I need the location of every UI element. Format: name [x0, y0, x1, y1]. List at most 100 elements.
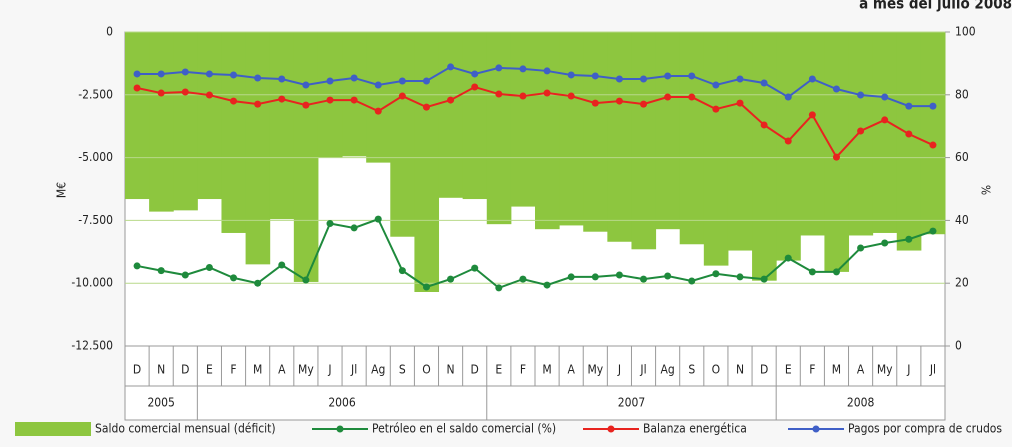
point [591, 273, 599, 281]
bar [679, 32, 705, 245]
x-tick-label: M [832, 363, 841, 377]
year-label: 2005 [147, 396, 174, 410]
point [495, 284, 503, 292]
legend-marker [607, 425, 615, 433]
point [422, 103, 430, 111]
point [784, 254, 792, 262]
point [278, 75, 286, 83]
point [736, 75, 744, 83]
x-tick-label: A [567, 363, 575, 377]
point [374, 107, 382, 115]
point [760, 79, 768, 87]
x-tick-label: F [520, 363, 526, 377]
bar [197, 32, 222, 200]
x-tick-label: M [542, 363, 551, 377]
y2-tick-label: 20 [955, 276, 969, 290]
x-tick-label: S [399, 363, 406, 377]
y2-axis-label: % [979, 185, 993, 195]
x-tick-label: N [736, 363, 744, 377]
x-tick-label: D [133, 363, 141, 377]
point [832, 85, 840, 93]
point [784, 93, 792, 101]
point [495, 64, 503, 72]
legend-label: Pagos por compra de crudos [848, 422, 1002, 436]
point [591, 99, 599, 107]
x-tick-label: My [877, 363, 893, 377]
point [929, 141, 937, 149]
point [543, 89, 551, 97]
bar [583, 32, 608, 232]
point [302, 81, 310, 89]
x-tick-label: N [447, 363, 455, 377]
x-tick-label: Jl [639, 363, 646, 377]
x-tick-label: Ag [661, 363, 675, 377]
bar [366, 32, 391, 163]
point [808, 75, 816, 83]
y-tick-label: -12.500 [71, 339, 113, 353]
bar [559, 32, 584, 226]
bar [631, 32, 657, 250]
x-tick-label: A [278, 363, 286, 377]
y2-tick-label: 40 [955, 213, 969, 227]
point [205, 91, 213, 99]
legend-label: Petróleo en el saldo comercial (%) [372, 422, 556, 436]
point [784, 137, 792, 145]
point [254, 74, 262, 82]
point [471, 264, 479, 272]
year-label: 2006 [328, 396, 356, 410]
point [326, 77, 334, 85]
point [278, 261, 286, 269]
bar [776, 32, 801, 261]
x-tick-label: E [495, 363, 502, 377]
legend-label: Balanza energética [643, 422, 747, 436]
y-tick-label: -2.500 [78, 87, 113, 101]
y-tick-label: 0 [106, 25, 113, 39]
point [712, 105, 720, 113]
bar [462, 32, 488, 200]
point [712, 81, 720, 89]
legend-marker [336, 425, 344, 433]
point [543, 67, 551, 75]
point [447, 63, 455, 71]
point [881, 93, 889, 101]
x-tick-label: Jl [350, 363, 357, 377]
line [136, 217, 934, 290]
bar [752, 32, 777, 281]
point [447, 96, 455, 104]
y-tick-label: -7.500 [78, 213, 113, 227]
bar [535, 32, 560, 230]
bar [245, 32, 271, 265]
point [567, 92, 575, 100]
point [615, 97, 623, 105]
x-tick-label: A [857, 363, 865, 377]
point [519, 65, 527, 73]
legend-label: Saldo comercial mensual (déficit) [95, 422, 276, 436]
point [302, 101, 310, 109]
point [350, 74, 358, 82]
bar [293, 32, 319, 282]
bar [824, 32, 850, 272]
point [157, 89, 165, 97]
point [230, 97, 238, 105]
point [519, 92, 527, 100]
point [181, 271, 189, 279]
point [374, 81, 382, 89]
point [398, 77, 406, 85]
x-tick-label: E [785, 363, 792, 377]
point [398, 92, 406, 100]
year-label: 2007 [618, 396, 645, 410]
point [326, 96, 334, 104]
point [857, 127, 865, 135]
x-tick-label: D [760, 363, 768, 377]
bar [125, 32, 150, 200]
line [137, 65, 933, 108]
x-tick-label: D [471, 363, 479, 377]
point [157, 70, 165, 78]
point [736, 273, 744, 281]
point [133, 70, 141, 78]
bar [269, 32, 295, 220]
point [808, 111, 816, 119]
point [905, 235, 913, 243]
bar [703, 32, 729, 266]
point [640, 75, 648, 83]
